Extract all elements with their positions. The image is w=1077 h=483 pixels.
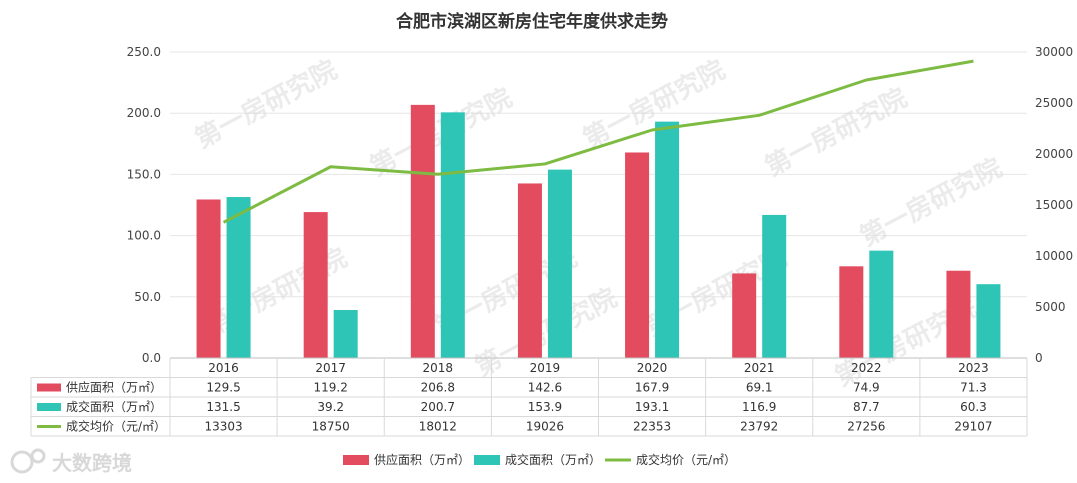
legend-label: 成交面积（万㎡） xyxy=(505,452,601,467)
left-tick-label: 0.0 xyxy=(142,351,161,365)
bar-supply xyxy=(946,270,971,358)
table-cell: 129.5 xyxy=(206,381,240,395)
table-cell: 71.3 xyxy=(960,381,987,395)
table-series-name: 成交面积（万㎡） xyxy=(66,399,162,414)
table-category: 2020 xyxy=(637,361,668,375)
bar-transaction xyxy=(226,197,251,358)
table-cell: 18750 xyxy=(312,420,350,434)
right-tick-label: 5000 xyxy=(1035,300,1066,314)
right-tick-label: 0 xyxy=(1035,351,1043,365)
bar-transaction xyxy=(547,169,572,358)
legend-label: 成交均价（元/㎡） xyxy=(636,452,736,467)
left-tick-label: 250.0 xyxy=(127,45,161,59)
table-cell: 87.7 xyxy=(853,400,880,414)
table-cell: 193.1 xyxy=(635,400,669,414)
table-cell: 22353 xyxy=(633,420,671,434)
bar-transaction xyxy=(869,250,894,358)
table-category: 2018 xyxy=(423,361,454,375)
table-cell: 39.2 xyxy=(317,400,344,414)
left-axis-ticks: 0.0 50.0 100.0 150.0 200.0 250.0 xyxy=(127,45,161,365)
bar-transaction xyxy=(976,284,1001,358)
table-cell: 153.9 xyxy=(528,400,562,414)
table-cell: 131.5 xyxy=(206,400,240,414)
watermark-text: 第一房研究院 xyxy=(190,54,342,155)
right-axis-ticks: 0 5000 10000 15000 20000 25000 30000 xyxy=(1035,45,1073,365)
brand-icon-dot xyxy=(30,448,46,464)
watermark-text: 第一房研究院 xyxy=(855,152,1007,253)
table-cell: 116.9 xyxy=(742,400,776,414)
table-cell: 69.1 xyxy=(746,381,773,395)
table-cell: 74.9 xyxy=(853,381,880,395)
legend-swatch xyxy=(343,455,369,465)
table-cell: 23792 xyxy=(740,420,778,434)
bar-transaction xyxy=(333,310,358,358)
left-tick-label: 150.0 xyxy=(127,167,161,181)
table-cell: 200.7 xyxy=(421,400,455,414)
right-tick-label: 25000 xyxy=(1035,96,1073,110)
left-tick-label: 50.0 xyxy=(134,290,161,304)
bar-supply xyxy=(196,199,221,358)
table-cell: 119.2 xyxy=(314,381,348,395)
brand-logo: 大数跨境 xyxy=(10,448,132,475)
table-cell: 27256 xyxy=(847,420,885,434)
data-table: 2016 2017 2018 2019 2020 2021 2022 2023 供应面积（万㎡）… xyxy=(30,357,1028,437)
legend-swatch xyxy=(474,455,500,465)
brand-text: 大数跨境 xyxy=(52,451,132,475)
table-cell: 60.3 xyxy=(960,400,987,414)
right-tick-label: 20000 xyxy=(1035,147,1073,161)
left-tick-label: 200.0 xyxy=(127,106,161,120)
table-category: 2017 xyxy=(315,361,346,375)
bar-supply xyxy=(303,212,328,358)
right-tick-label: 10000 xyxy=(1035,249,1073,263)
table-key-swatch xyxy=(37,403,61,411)
right-tick-label: 15000 xyxy=(1035,198,1073,212)
bar-transaction xyxy=(762,214,787,358)
table-series-name: 供应面积（万㎡） xyxy=(66,380,162,395)
table-cell: 18012 xyxy=(419,420,457,434)
bar-transaction xyxy=(655,121,680,358)
table-series-name: 成交均价（元/㎡） xyxy=(66,419,166,434)
table-cell: 206.8 xyxy=(421,381,455,395)
table-category: 2022 xyxy=(851,361,882,375)
bar-supply xyxy=(410,104,435,358)
table-category: 2021 xyxy=(744,361,775,375)
bar-transaction xyxy=(440,112,465,358)
table-cell: 142.6 xyxy=(528,381,562,395)
table-cell: 167.9 xyxy=(635,381,669,395)
bar-supply xyxy=(517,183,542,358)
table-category: 2019 xyxy=(530,361,561,375)
brand-icon xyxy=(10,450,34,474)
bars xyxy=(196,104,1001,358)
table-key-swatch xyxy=(37,383,61,392)
chart-title: 合肥市滨湖区新房住宅年度供求走势 xyxy=(396,11,668,32)
right-tick-label: 30000 xyxy=(1035,45,1073,59)
table-cell: 13303 xyxy=(204,420,242,434)
watermark-text: 第一房研究院 xyxy=(200,242,352,343)
legend: 供应面积（万㎡） 成交面积（万㎡） 成交均价（元/㎡） xyxy=(343,452,736,467)
table-cell: 19026 xyxy=(526,420,564,434)
bar-supply xyxy=(839,266,864,358)
price-line xyxy=(222,59,974,224)
table-cell: 29107 xyxy=(954,420,992,434)
watermark-text: 第一房研究院 xyxy=(578,54,730,155)
bar-supply xyxy=(732,273,757,358)
watermark-text: 第一房研究院 xyxy=(760,82,912,183)
left-tick-label: 100.0 xyxy=(127,229,161,243)
legend-label: 供应面积（万㎡） xyxy=(374,452,470,467)
table-category: 2016 xyxy=(208,361,239,375)
price-polyline xyxy=(222,59,974,224)
table-category: 2023 xyxy=(958,361,989,375)
bar-supply xyxy=(625,152,650,358)
